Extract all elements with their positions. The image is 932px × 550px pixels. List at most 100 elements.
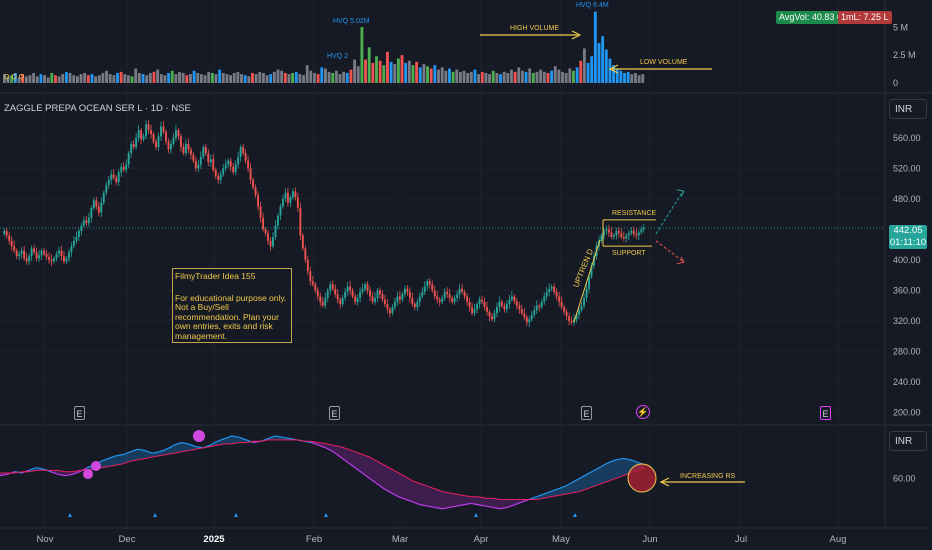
rs-fill-segment: [543, 491, 551, 499]
rs-fill-segment: [478, 496, 486, 507]
candle-body: [590, 265, 593, 277]
rs-currency-button[interactable]: INR: [889, 431, 927, 451]
candle-body: [167, 141, 170, 150]
candle-body: [212, 159, 215, 170]
volume-bar: [134, 68, 138, 83]
candle-body: [199, 156, 202, 165]
rs-fill-segment: [550, 488, 559, 497]
candle-body: [366, 284, 369, 291]
volume-bar: [181, 72, 185, 83]
volume-bar: [473, 69, 477, 83]
rs-line-segment: [246, 439, 254, 444]
candle-body: [431, 284, 434, 291]
volume-bar: [178, 71, 181, 83]
candle-body: [473, 309, 476, 314]
candle-body: [70, 246, 73, 253]
candle-body: [53, 258, 55, 262]
candle-body: [8, 235, 11, 241]
x-tick-label: Jul: [735, 534, 747, 545]
candle-body: [117, 172, 120, 183]
candle-body: [252, 179, 255, 188]
price-currency-button[interactable]: INR: [889, 99, 927, 119]
volume-bar: [72, 75, 76, 83]
rs-line-segment: [499, 506, 508, 510]
rs-line-segment: [130, 448, 138, 453]
candle-body: [515, 301, 518, 306]
rs-line-segment: [65, 473, 73, 477]
volume-bar: [39, 74, 43, 83]
volume-bar: [258, 71, 262, 83]
candle-body: [120, 166, 123, 173]
earnings-marker[interactable]: E: [329, 406, 340, 420]
candle-body: [286, 192, 289, 203]
candle-body: [97, 206, 100, 213]
volume-bar: [298, 74, 302, 83]
symbol-title[interactable]: ZAGGLE PREPA OCEAN SER L · 1D · NSE: [4, 103, 191, 114]
price-tick-label: 480.00: [893, 194, 921, 204]
candle-body: [13, 246, 16, 251]
volume-bar: [210, 72, 214, 83]
rs-fill-segment: [173, 442, 182, 454]
candle-body: [488, 311, 491, 317]
candle-body: [344, 291, 347, 298]
candle-body: [493, 313, 496, 320]
candle-body: [296, 197, 299, 209]
rs-line-segment: [601, 461, 610, 467]
candle-body: [219, 174, 222, 180]
volume-bar: [437, 69, 440, 83]
rs-line-segment: [217, 438, 225, 442]
candle-body: [508, 299, 511, 305]
earnings-marker[interactable]: E: [581, 406, 592, 420]
volume-bar: [550, 70, 554, 83]
hvq-label: HVQ 2: [327, 53, 348, 60]
volume-bar: [404, 62, 408, 83]
candle-body: [513, 296, 516, 302]
candle-body: [491, 316, 493, 320]
volume-bar: [539, 69, 543, 83]
rs-line-segment: [478, 504, 486, 507]
rs-fill-segment: [355, 451, 363, 474]
volume-bar: [35, 76, 39, 83]
volume-bar: [21, 74, 25, 83]
candle-body: [453, 298, 456, 302]
candle-body: [130, 143, 133, 154]
candle-body: [289, 197, 292, 203]
volume-bar: [13, 72, 17, 83]
candle-body: [105, 185, 108, 193]
signal-triangle: [153, 513, 157, 517]
volume-bar: [221, 72, 225, 83]
price-tick-label: 320.00: [893, 316, 921, 326]
earnings-marker[interactable]: E: [74, 406, 85, 420]
candle-body: [58, 250, 60, 254]
candle-body: [416, 301, 419, 308]
candle-body: [403, 288, 406, 295]
volume-bar: [477, 74, 481, 83]
candle-body: [115, 177, 118, 183]
candle-body: [384, 299, 386, 305]
volume-bar: [79, 74, 83, 83]
rs-fill-segment: [181, 442, 189, 452]
candle-body: [635, 233, 638, 236]
candle-body: [600, 235, 603, 241]
volume-bar: [116, 72, 119, 83]
volume-bar: [232, 72, 236, 83]
rs-line-segment: [36, 467, 44, 470]
candle-body: [45, 253, 48, 257]
volume-bar: [28, 75, 32, 83]
volume-bar: [356, 66, 360, 83]
volume-bar: [10, 75, 14, 83]
rs-moving-average: [0, 439, 646, 500]
rs-line-segment: [188, 443, 196, 448]
volume-bar: [261, 72, 265, 83]
candle-body: [632, 230, 635, 234]
volume-bar: [123, 74, 127, 83]
volume-bar: [612, 65, 616, 83]
candle-body: [35, 252, 38, 259]
candle-body: [132, 143, 135, 148]
earnings-marker-future[interactable]: E: [820, 406, 831, 420]
volume-bar: [572, 70, 575, 83]
dividend-lightning-icon[interactable]: ⚡: [636, 405, 650, 419]
candle-body: [92, 200, 95, 209]
volume-bar: [411, 65, 415, 83]
